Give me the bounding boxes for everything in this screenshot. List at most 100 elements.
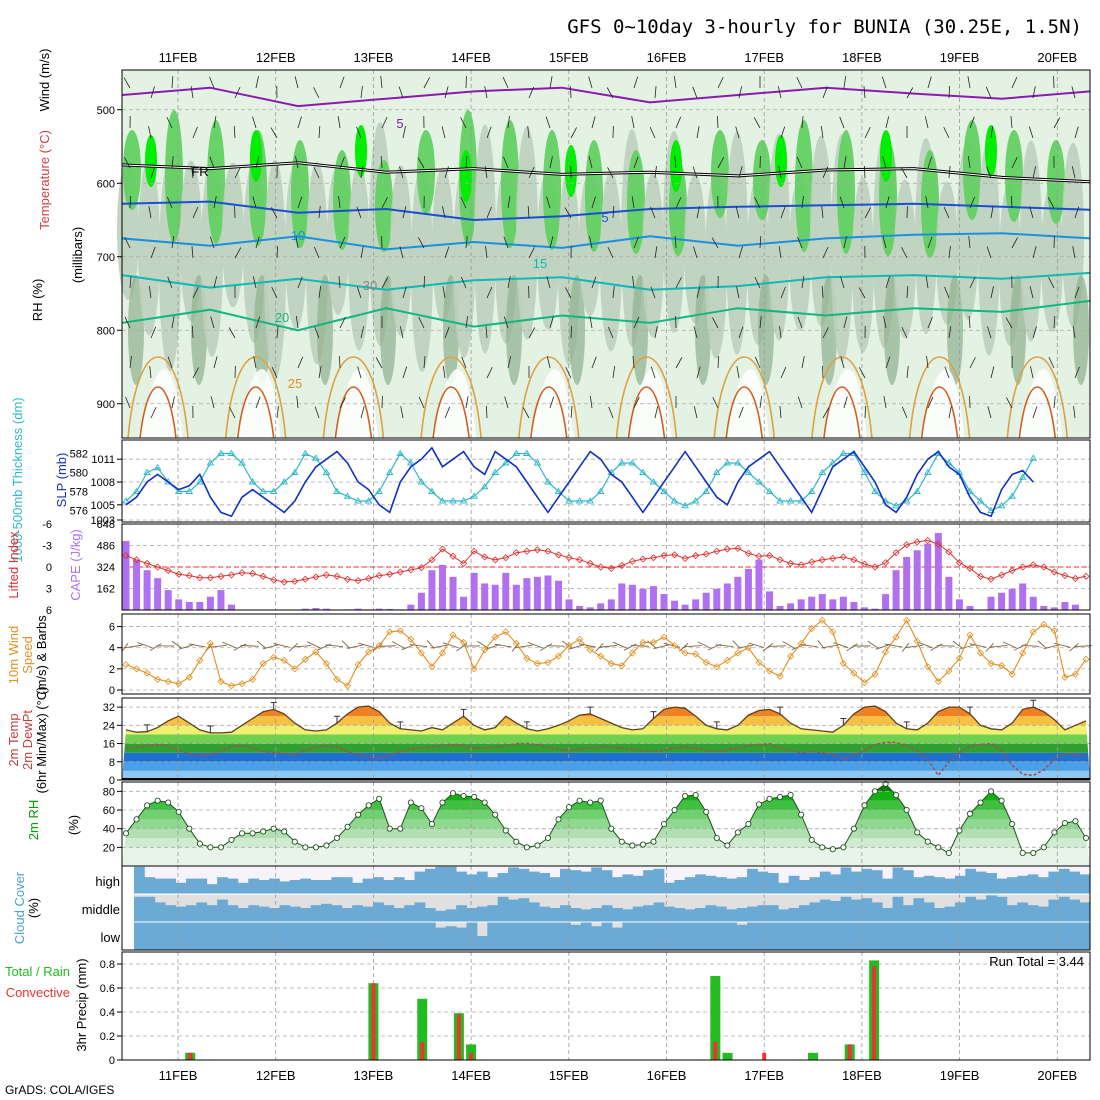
slp-line: [125, 446, 1034, 518]
pressure-tick-label: 700: [97, 252, 115, 264]
cloud-cell: [684, 909, 696, 922]
lifted-point: [481, 553, 489, 561]
rh2m-point: [165, 799, 172, 806]
rh2m-point: [587, 799, 594, 806]
wind-barb: [864, 127, 871, 139]
cloud-cell: [975, 871, 987, 894]
date-tick-label: 18FEB: [842, 50, 882, 65]
temp-axis-label-part: 2m DewPt: [20, 710, 35, 770]
precip-tick-label: 0.8: [100, 959, 115, 971]
rh2m-point: [787, 792, 794, 799]
wind10-point: [1040, 620, 1048, 629]
rh2m-band: [122, 828, 1090, 838]
cape-bar: [438, 564, 446, 610]
lifted-tick-label: -3: [42, 541, 52, 553]
precip-convective-bar: [469, 1052, 474, 1060]
wind-barb: [1071, 166, 1076, 179]
precip-convective-bar: [456, 1014, 461, 1060]
wind-barb: [1010, 195, 1013, 209]
cloud-cell: [663, 922, 675, 950]
cape-bar: [417, 592, 425, 610]
precip-convective-bar: [762, 1052, 767, 1060]
wind-barb: [570, 127, 577, 139]
wind-barb: [125, 396, 131, 409]
wind10-point: [1019, 649, 1027, 657]
wind10-barb: [171, 640, 183, 649]
wind10-point: [586, 646, 594, 654]
wind-barb: [255, 76, 259, 89]
rh2m-point: [207, 844, 214, 851]
cloud-cell: [778, 922, 790, 950]
cloud-cell: [913, 877, 925, 894]
cape-bar: [1029, 596, 1037, 610]
rh2m-tick-label: 20: [103, 842, 115, 854]
wind10-point: [892, 633, 900, 641]
wind10-point: [1029, 628, 1037, 636]
cloud-cell: [321, 922, 332, 950]
rh2m-axis-label: 2m RH: [26, 800, 41, 840]
lifted-point: [544, 547, 552, 555]
cloud-cell: [518, 922, 530, 950]
precip-axis-label-part: 3hr Precip (mm): [74, 958, 89, 1051]
rh-contour-fill: [348, 163, 370, 351]
precip-panel: 0 0.2 0.4 0.6 0.8 Run Total = 3.44 Total / Rai…: [5, 951, 1091, 1067]
precip-convective-bar: [420, 1042, 425, 1060]
date-tick-label: 16FEB: [647, 50, 687, 65]
wind10-point: [196, 656, 204, 664]
thickness-point: [153, 463, 162, 471]
rh2m-tick-label: 80: [103, 786, 115, 798]
cape-bar: [1071, 604, 1079, 610]
cloud-cell: [237, 922, 249, 950]
panel-frame: [121, 523, 1091, 611]
wind10-point: [755, 658, 763, 667]
rh-contour-fill: [1047, 140, 1065, 224]
warm-contour: [725, 386, 763, 439]
wind-barb: [318, 126, 321, 139]
rh2m-point: [333, 834, 341, 842]
rh2m-point: [766, 795, 773, 802]
cloud-cell: [362, 906, 374, 922]
rh-axis-label-part: RH (%): [30, 279, 45, 322]
lifted-point: [892, 549, 900, 557]
cape-bar: [502, 572, 510, 610]
lifted-point: [1029, 561, 1037, 569]
isotherm-line: [121, 299, 1091, 332]
cloud-cell: [258, 880, 270, 894]
wind10-barb: [256, 640, 267, 649]
lifted-point: [375, 572, 383, 580]
wind-barb: [549, 316, 554, 329]
wind-barb: [297, 276, 303, 289]
wind-barb: [692, 86, 698, 99]
wind-barb: [150, 86, 155, 99]
wind-barb: [297, 196, 303, 209]
cloud-level-label: middle: [82, 902, 120, 917]
wind10-barb: [768, 645, 787, 647]
wind10-barb: [867, 640, 879, 649]
wind-barb: [380, 76, 383, 89]
cloud-cell: [653, 922, 665, 950]
wind-barb: [780, 366, 787, 379]
wind-barb: [213, 276, 218, 289]
wind-barb: [442, 366, 446, 379]
rh2m-point: [481, 799, 488, 806]
cloud-cell: [560, 922, 571, 950]
cloud-cell: [497, 873, 509, 894]
thickness-point: [132, 487, 141, 494]
wind-barb: [1053, 396, 1056, 409]
wind-barb: [360, 406, 365, 419]
thickness-point: [554, 487, 563, 494]
wind-barb: [255, 156, 260, 169]
wind-barb: [840, 356, 845, 369]
wind-barb: [549, 396, 555, 409]
cape-bar: [808, 596, 816, 610]
isotherm-line: [121, 200, 1091, 222]
wind-barb: [753, 117, 761, 129]
wind10-point: [808, 625, 816, 633]
thickness-point: [976, 497, 985, 504]
wind10-point: [1050, 627, 1058, 635]
rh2m-point: [713, 834, 720, 842]
wind10-barb: [262, 644, 280, 650]
wind-barb: [297, 356, 304, 369]
wind-barb: [589, 236, 593, 249]
lifted-point: [322, 571, 331, 579]
